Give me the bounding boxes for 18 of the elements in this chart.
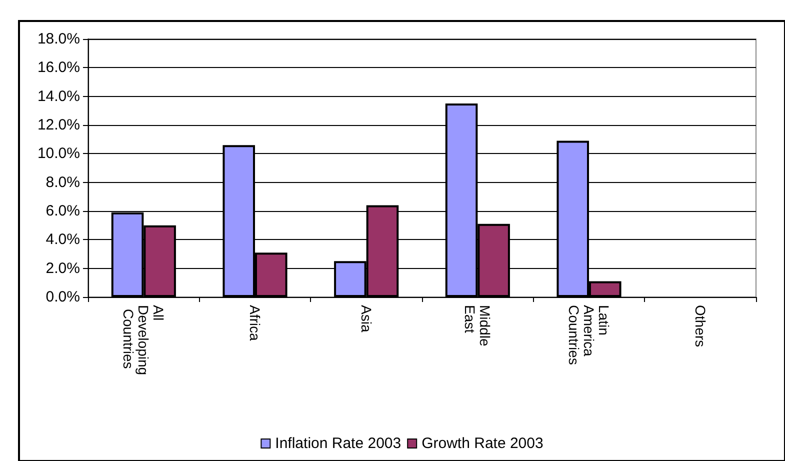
x-tick-label: Middle East (462, 305, 494, 350)
y-tick-label: 16.0% (37, 59, 80, 76)
x-tick-label: Asia (358, 305, 374, 332)
legend-label: Inflation Rate 2003 (275, 435, 402, 452)
x-tick-label: Latin America Countries (566, 305, 612, 365)
y-tick-label: 4.0% (46, 231, 80, 248)
y-tick-label: 8.0% (46, 174, 80, 191)
y-tick-label: 6.0% (46, 202, 80, 220)
y-tick-label: 2.0% (46, 260, 80, 277)
y-tick-label: 0.0% (46, 288, 80, 306)
y-tick-label: 18.0% (37, 30, 80, 48)
y-tick-label: 10.0% (37, 145, 80, 162)
x-tick-label: All Developing Countries (120, 305, 167, 376)
y-tick-label: 14.0% (37, 88, 80, 105)
x-tick-label: Africa (247, 305, 263, 341)
x-tick-label: Others (692, 305, 708, 348)
legend-label: Growth Rate 2003 (422, 435, 544, 452)
y-tick-label: 12.0% (37, 116, 80, 134)
